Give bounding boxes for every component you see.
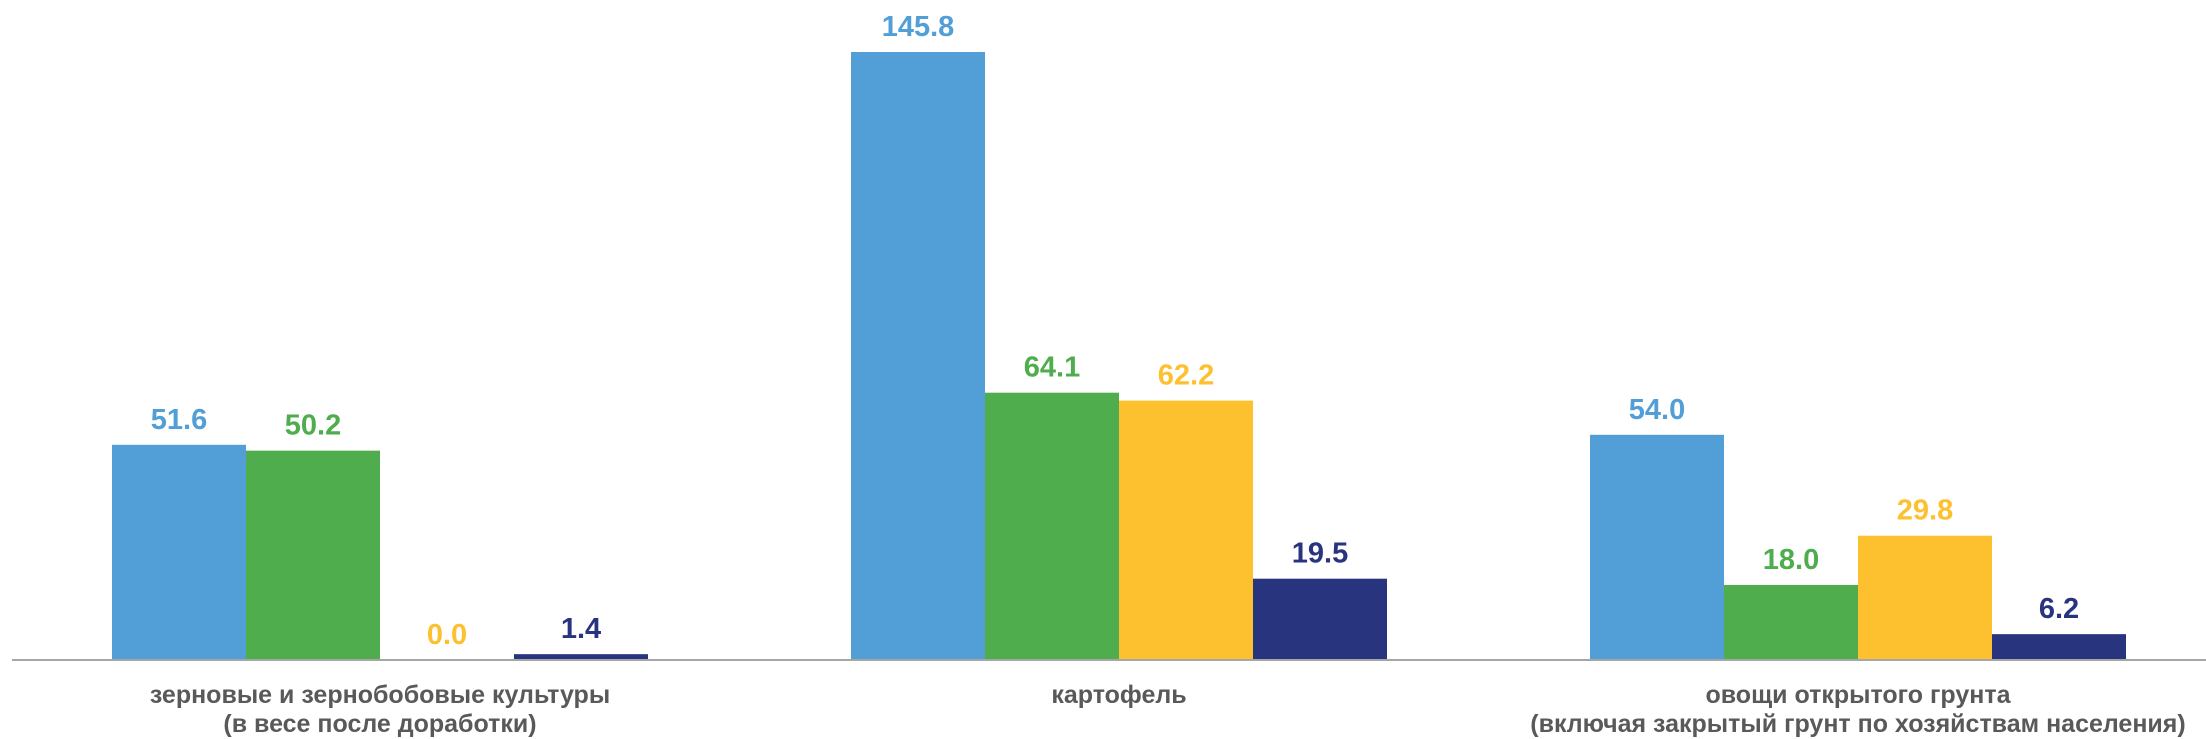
- category-label-1-line-1: зерновые и зернобобовые культуры: [150, 681, 610, 709]
- value-label-s4-c1: 1.4: [561, 613, 601, 645]
- category-labels-group: зерновые и зернобобовые культуры(в весе …: [150, 681, 2186, 738]
- category-label-1-line-2: (в весе после доработки): [223, 710, 536, 738]
- bar-s1-c2: [851, 52, 985, 660]
- bar-s1-c3: [1590, 434, 1724, 660]
- category-label-2-line-1: картофель: [1051, 681, 1186, 709]
- value-label-s3-c1: 0.0: [427, 619, 467, 651]
- bar-s3-c3: [1858, 535, 1992, 660]
- bars-group: [112, 52, 2126, 660]
- bar-s4-c3: [1992, 634, 2126, 660]
- value-label-s2-c2: 64.1: [1024, 352, 1080, 384]
- value-label-s3-c2: 62.2: [1158, 360, 1214, 392]
- bar-s4-c2: [1253, 578, 1387, 660]
- bar-s2-c2: [985, 392, 1119, 660]
- value-label-s2-c3: 18.0: [1763, 544, 1819, 576]
- value-label-s1-c2: 145.8: [882, 11, 955, 43]
- category-label-3-line-2: (включая закрытый грунт по хозяйствам на…: [1530, 710, 2185, 738]
- bar-s3-c2: [1119, 400, 1253, 660]
- bar-s2-c1: [246, 450, 380, 660]
- bar-s1-c1: [112, 444, 246, 660]
- value-label-s1-c3: 54.0: [1629, 394, 1685, 426]
- value-labels-group: 51.6 50.2 0.0 1.4 145.8 64.1 62.2 19.5 54.0 18.0 2…: [151, 11, 2079, 651]
- value-label-s1-c1: 51.6: [151, 404, 207, 436]
- value-label-s4-c2: 19.5: [1292, 538, 1348, 570]
- category-label-3-line-1: овощи открытого грунта: [1705, 681, 2011, 709]
- value-label-s4-c3: 6.2: [2039, 593, 2079, 625]
- value-label-s2-c1: 50.2: [285, 410, 341, 442]
- bar-s2-c3: [1724, 584, 1858, 660]
- value-label-s3-c3: 29.8: [1897, 495, 1953, 527]
- bar-s4-c1: [514, 654, 648, 660]
